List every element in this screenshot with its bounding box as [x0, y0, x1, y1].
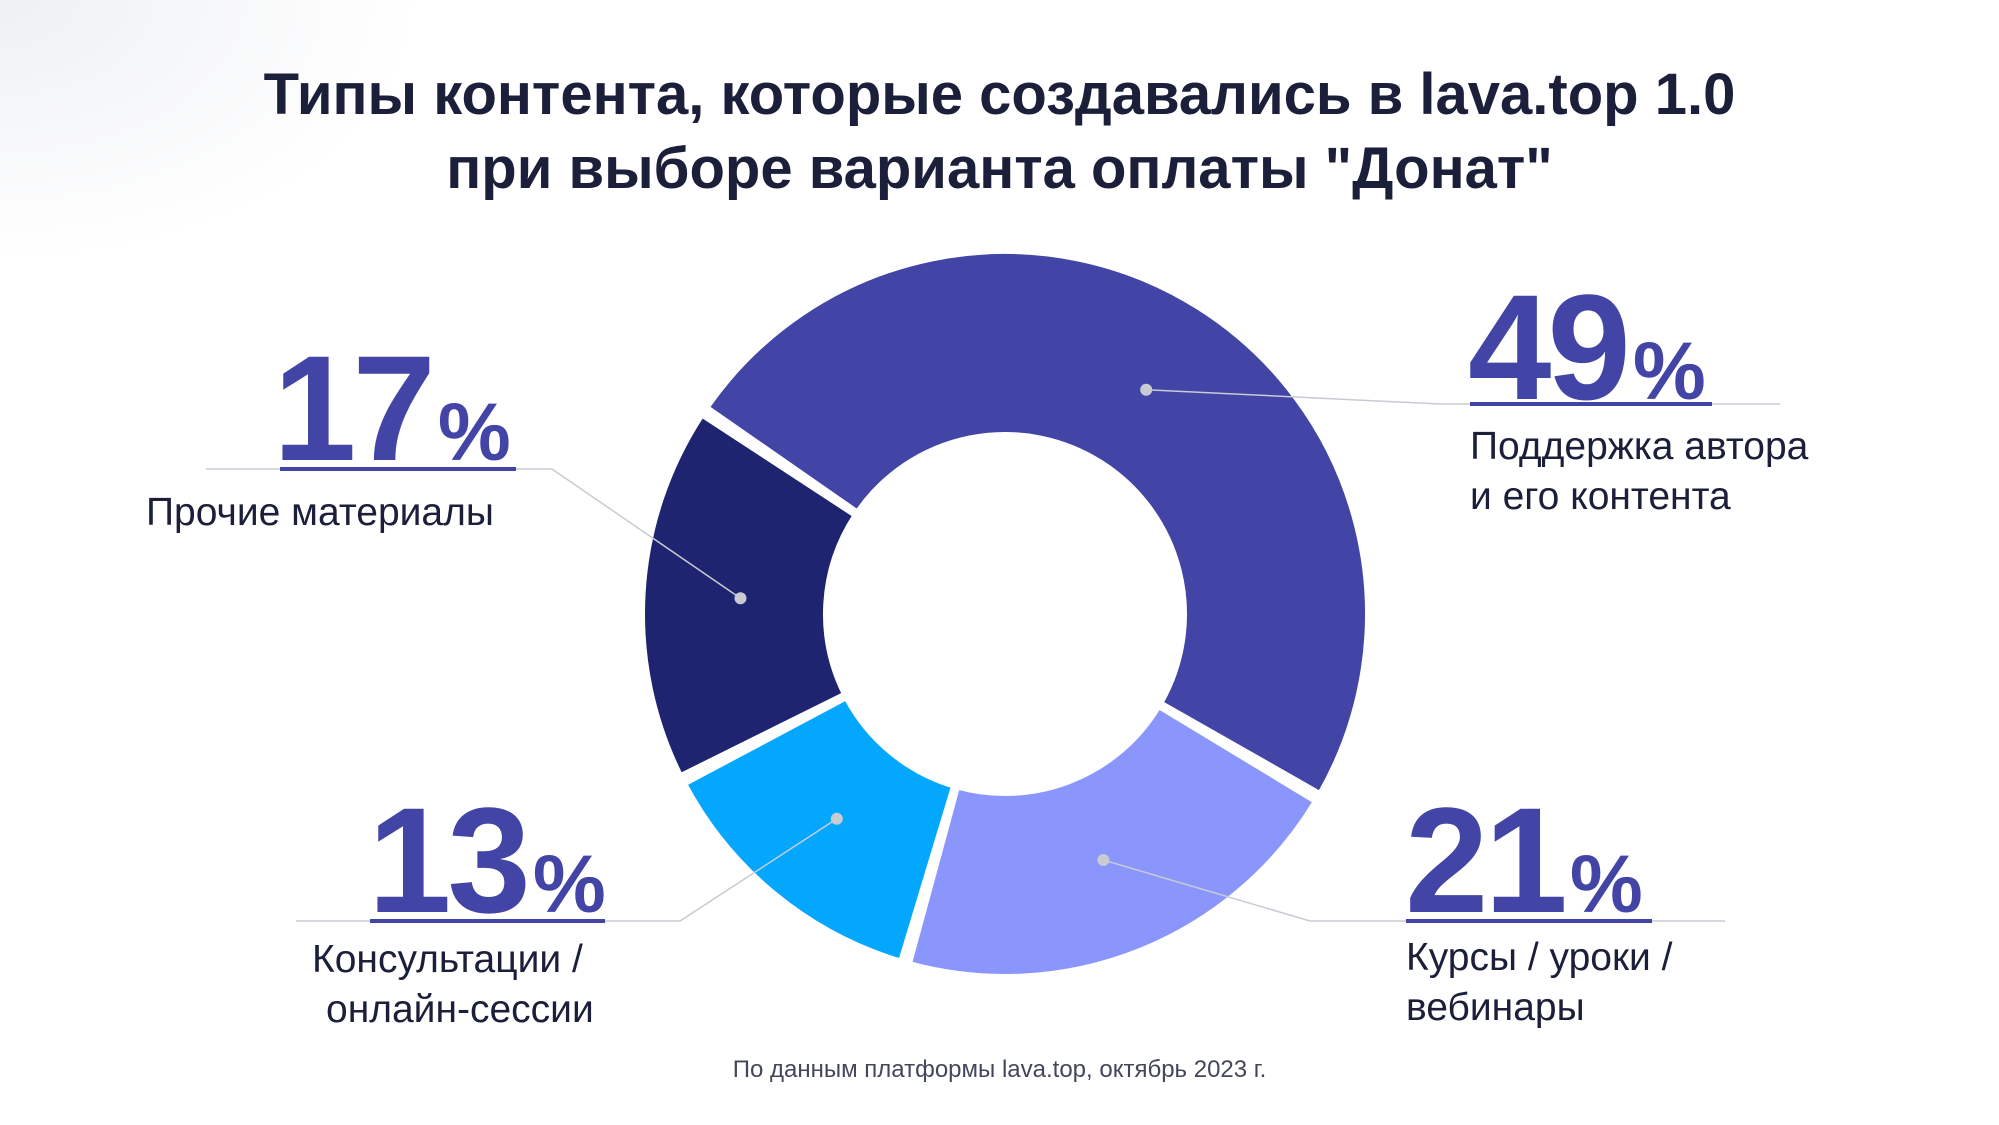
leader-dot-consultations — [830, 812, 843, 825]
percent-sign: % — [1632, 326, 1706, 417]
legend-label-consultations-line-2: онлайн-сессии — [326, 988, 594, 1031]
legend-label-support-line-2: и его контента — [1470, 475, 1731, 518]
chart-title-line-2: при выборе варианта оплаты "Донат" — [446, 136, 1553, 201]
legend-label-other-line-1: Прочие материалы — [146, 491, 494, 534]
donut-slice-support — [705, 249, 1370, 795]
data-label-courses-value: 21 — [1405, 776, 1568, 944]
leader-dot-courses — [1097, 854, 1110, 867]
data-label-support-percent: 49% — [1468, 272, 1706, 422]
source-note: По данным платформы lava.top, октябрь 20… — [732, 1056, 1267, 1083]
data-label-other-value: 17 — [273, 324, 436, 492]
legend-label-consultations: Консультации / онлайн-сессии — [312, 935, 594, 1035]
legend-label-support: Поддержка автора и его контента — [1470, 422, 1808, 522]
data-label-support-value: 49 — [1468, 263, 1631, 431]
donut-slice-other — [641, 413, 857, 777]
legend-label-consultations-line-1: Консультации / — [312, 938, 583, 981]
legend-label-courses: Курсы / уроки / вебинары — [1406, 933, 1672, 1033]
chart-title-line-1: Типы контента, которые создавались в lav… — [263, 62, 1736, 127]
data-label-courses-percent: 21% — [1405, 785, 1643, 935]
data-label-consultations-percent: 13% — [368, 785, 606, 935]
data-label-other-percent: 17% — [273, 333, 511, 483]
leader-dot-support — [1140, 383, 1153, 396]
percent-sign: % — [437, 387, 511, 478]
leader-dot-other — [734, 592, 747, 605]
chart-title: Типы контента, которые создавались в lav… — [0, 58, 1999, 206]
percent-sign: % — [532, 839, 606, 930]
donut-slice-courses — [908, 705, 1317, 978]
legend-label-courses-line-2: вебинары — [1406, 986, 1585, 1029]
legend-label-other: Прочие материалы — [146, 488, 494, 538]
legend-label-courses-line-1: Курсы / уроки / — [1406, 936, 1673, 979]
data-label-consultations-value: 13 — [368, 776, 531, 944]
legend-label-support-line-1: Поддержка автора — [1470, 425, 1809, 468]
percent-sign: % — [1569, 839, 1643, 930]
